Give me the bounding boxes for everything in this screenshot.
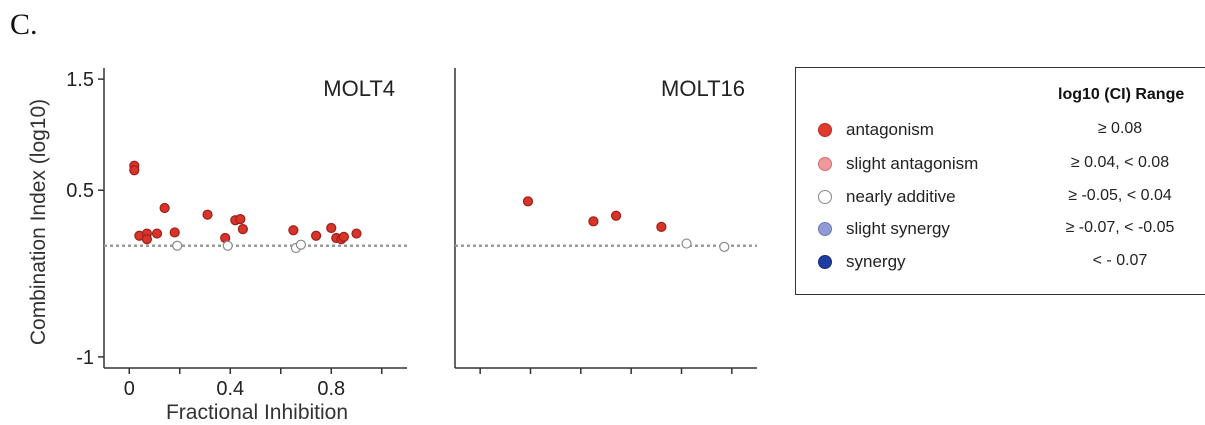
legend-header: log10 (CI) Range (1058, 86, 1185, 103)
nearly-additive-point (295, 239, 307, 250)
legend-item-nearly-additive: nearly additive ≥ -0.05, < 0.04 (796, 185, 1205, 211)
nearly-additive-point (222, 240, 233, 251)
nearly-additive-marker (818, 190, 832, 204)
y-tick-label: -1 (76, 347, 94, 369)
legend-range: ≥ 0.08 (1097, 120, 1143, 137)
antagonism-point (311, 230, 322, 241)
molt16-panel: MOLT16 (454, 68, 757, 374)
x-tick-label: 0 (124, 378, 135, 400)
legend-item-synergy: synergy < - 0.07 (796, 250, 1205, 276)
antagonism-point (151, 228, 163, 239)
antagonism-point (288, 225, 299, 236)
synergy-marker (818, 255, 832, 269)
legend-label: slight synergy (846, 219, 950, 238)
antagonism-point (129, 165, 140, 176)
antagonism-point (351, 228, 362, 239)
panel-title: MOLT16 (661, 76, 745, 101)
legend-item-antagonism: antagonism ≥ 0.08 (796, 118, 1205, 144)
legend-label: antagonism (846, 120, 934, 139)
antagonism-point (159, 202, 170, 214)
legend-item-slight-antagonism: slight antagonism ≥ 0.04, < 0.08 (796, 152, 1205, 178)
combination-index-chart: 1.5 0.5 -1 0 0.4 0.8 MOLT4 MOLT16 Combination … (27, 68, 757, 424)
legend-label: slight antagonism (846, 154, 979, 173)
slight-synergy-marker (818, 222, 832, 236)
slight-antagonism-marker (818, 157, 832, 171)
antagonism-point (202, 209, 213, 220)
antagonism-marker (818, 123, 832, 137)
nearly-additive-point (172, 240, 183, 251)
y-tick-label: 1.5 (66, 69, 94, 91)
antagonism-point (169, 227, 180, 238)
x-tick-label: 0.8 (317, 378, 345, 400)
antagonism-point (588, 216, 599, 227)
x-axis-title: Fractional Inhibition (166, 401, 348, 424)
panel-title: MOLT4 (323, 76, 395, 101)
legend-label: synergy (846, 252, 906, 271)
antagonism-point (237, 224, 248, 235)
nearly-additive-point (681, 238, 692, 249)
y-axis-title: Combination Index (log10) (27, 99, 50, 345)
molt4-panel: 1.5 0.5 -1 0 0.4 0.8 MOLT4 (66, 68, 407, 400)
legend-range: ≥ -0.05, < 0.04 (1068, 187, 1172, 204)
legend-item-slight-synergy: slight synergy ≥ -0.07, < -0.05 (796, 217, 1205, 243)
legend-range: ≥ -0.07, < -0.05 (1065, 219, 1175, 236)
legend-range: < - 0.07 (1092, 252, 1148, 269)
nearly-additive-point (719, 241, 730, 252)
y-tick-label: 0.5 (66, 180, 94, 202)
antagonism-point (141, 234, 153, 245)
antagonism-point (326, 222, 337, 234)
antagonism-point (235, 214, 246, 225)
legend-label: nearly additive (846, 187, 956, 206)
antagonism-point (522, 196, 534, 207)
legend-box: log10 (CI) Range antagonism ≥ 0.08 sligh… (795, 67, 1205, 295)
legend-range: ≥ 0.04, < 0.08 (1070, 154, 1170, 171)
antagonism-point (338, 231, 349, 242)
antagonism-point (656, 221, 667, 232)
x-tick-label: 0.4 (216, 378, 244, 400)
antagonism-point (610, 210, 622, 221)
panel-label: C. (10, 8, 38, 41)
